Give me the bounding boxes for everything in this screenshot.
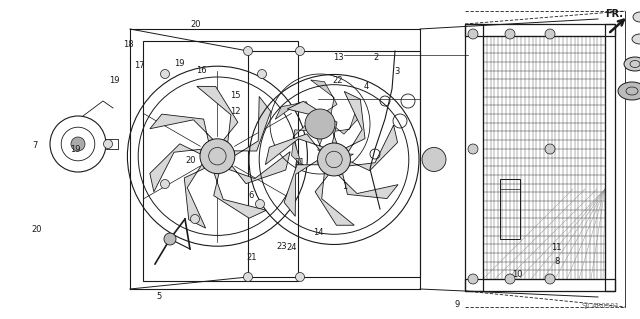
Polygon shape [310,80,337,114]
Text: FR.: FR. [605,9,623,19]
Circle shape [545,274,555,284]
Bar [143,41,298,281]
Circle shape [505,274,515,284]
Text: 23: 23 [276,242,287,251]
Text: 2: 2 [374,53,379,62]
Circle shape [305,109,335,139]
Polygon shape [234,97,271,156]
Circle shape [243,272,253,281]
Circle shape [505,29,515,39]
Polygon shape [150,144,202,192]
Text: 11: 11 [552,243,562,252]
Text: 20: 20 [32,225,42,234]
Polygon shape [275,102,314,119]
Circle shape [468,144,478,154]
Text: 7: 7 [33,141,38,150]
Circle shape [164,233,176,245]
Polygon shape [287,101,337,143]
Polygon shape [214,173,266,218]
Polygon shape [228,152,290,184]
Text: 12: 12 [230,107,241,115]
Polygon shape [349,125,397,171]
Polygon shape [315,173,355,225]
Text: 14: 14 [314,228,324,237]
Text: 19: 19 [70,145,81,154]
Text: 1: 1 [342,182,347,191]
Polygon shape [184,164,205,228]
Text: 18: 18 [123,40,133,48]
Text: 15: 15 [230,91,241,100]
Text: 21: 21 [246,253,257,262]
Circle shape [257,70,266,78]
Circle shape [191,214,200,224]
Text: SJC4B0501: SJC4B0501 [582,303,620,309]
Polygon shape [292,126,307,165]
Text: 16: 16 [196,66,207,75]
Bar [465,24,483,291]
Circle shape [422,147,446,172]
Text: 20: 20 [186,156,196,165]
Polygon shape [333,101,362,134]
Circle shape [296,272,305,281]
Text: 20: 20 [190,20,200,29]
Circle shape [468,29,478,39]
Polygon shape [344,92,365,152]
Text: 3: 3 [394,67,399,76]
Ellipse shape [632,34,640,44]
Text: 17: 17 [134,61,145,70]
Polygon shape [317,139,353,161]
Bar [483,36,605,279]
Polygon shape [284,160,319,216]
Ellipse shape [633,12,640,22]
Bar [248,51,420,277]
Text: 8: 8 [554,257,559,266]
Bar [465,24,615,36]
Text: 24: 24 [286,243,296,252]
Circle shape [104,139,113,149]
Circle shape [545,144,555,154]
Circle shape [545,29,555,39]
Text: 19: 19 [174,59,184,68]
Polygon shape [266,134,323,165]
Bar [500,179,520,239]
Text: 6: 6 [249,191,254,200]
Bar [605,24,615,291]
Text: 22: 22 [333,76,343,85]
Polygon shape [339,174,398,198]
Bar [465,279,615,291]
Text: 13: 13 [333,53,343,62]
Circle shape [71,137,85,151]
Polygon shape [196,86,238,142]
Circle shape [200,139,235,174]
Circle shape [161,180,170,189]
Circle shape [317,143,351,176]
Circle shape [255,199,264,209]
Circle shape [243,47,253,56]
Polygon shape [150,114,213,141]
Text: 21: 21 [294,158,305,167]
Circle shape [296,47,305,56]
Circle shape [468,274,478,284]
Ellipse shape [624,57,640,71]
Text: 10: 10 [512,271,522,279]
Ellipse shape [618,82,640,100]
Text: 19: 19 [109,76,119,85]
Text: 9: 9 [455,300,460,309]
Circle shape [161,70,170,78]
Text: 4: 4 [364,82,369,91]
Text: 5: 5 [156,292,161,300]
